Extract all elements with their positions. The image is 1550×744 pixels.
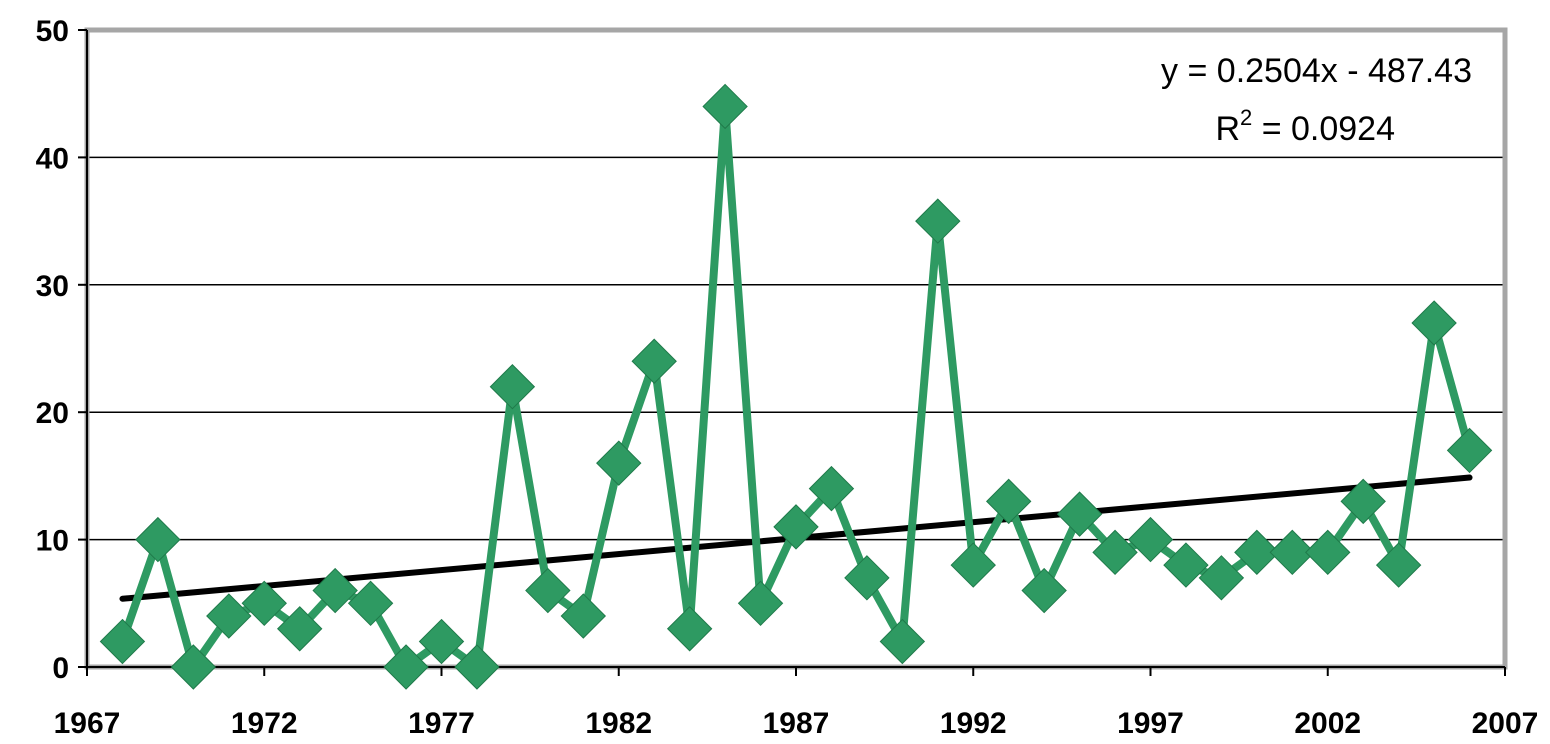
y-tick-label: 50 xyxy=(36,15,69,48)
data-point-marker xyxy=(312,567,358,614)
y-tick-label: 40 xyxy=(36,142,69,175)
data-point-marker xyxy=(1092,529,1138,576)
x-tick-label: 1992 xyxy=(940,707,1007,740)
axes xyxy=(78,29,1506,676)
data-point-marker xyxy=(985,478,1032,525)
data-point-marker xyxy=(99,618,146,665)
data-point-marker xyxy=(737,580,784,627)
data-point-marker xyxy=(206,593,252,639)
data-point-marker xyxy=(879,618,926,665)
data-point-marker xyxy=(596,440,642,486)
x-tick-label: 1987 xyxy=(763,707,830,740)
data-point-marker xyxy=(525,567,571,614)
data-point-marker xyxy=(383,644,429,690)
y-tick-label: 20 xyxy=(36,397,69,430)
r2-exponent: 2 xyxy=(1240,105,1252,130)
x-tick-label: 2002 xyxy=(1294,707,1361,740)
data-point-marker xyxy=(1305,529,1351,576)
r2-suffix: = 0.0924 xyxy=(1252,110,1395,148)
r2-prefix: R xyxy=(1215,110,1240,148)
data-point-marker xyxy=(844,555,890,601)
data-point-marker xyxy=(1375,542,1422,588)
data-point-marker xyxy=(489,364,536,410)
series-group xyxy=(99,83,1493,690)
trendline-equation: y = 0.2504x - 487.43 xyxy=(1161,52,1472,90)
data-point-marker xyxy=(276,606,323,652)
data-point-marker xyxy=(135,516,181,563)
data-point-marker xyxy=(702,83,748,130)
data-point-marker xyxy=(418,618,465,665)
data-point-marker xyxy=(1411,300,1457,346)
x-tick-label: 1972 xyxy=(231,707,298,740)
data-point-marker xyxy=(1269,529,1316,576)
gridlines xyxy=(87,156,1505,541)
data-point-marker xyxy=(915,198,961,244)
data-point-marker xyxy=(1127,516,1174,563)
trendline-equation-annotation: y = 0.2504x - 487.43 R2 = 0.0924 xyxy=(1161,52,1472,148)
data-point-marker xyxy=(1021,567,1067,614)
data-point-marker xyxy=(1056,491,1103,537)
x-tick-label: 1977 xyxy=(408,707,475,740)
y-tick-label: 30 xyxy=(36,270,69,303)
data-point-marker xyxy=(808,465,855,512)
x-tick-label: 1982 xyxy=(585,707,652,740)
data-point-marker xyxy=(347,580,394,627)
data-point-marker xyxy=(1340,478,1386,525)
y-tick-label: 0 xyxy=(52,652,69,685)
x-tick-label: 2007 xyxy=(1472,707,1539,740)
data-point-marker xyxy=(170,644,217,690)
data-point-marker xyxy=(1163,542,1209,588)
tick-labels: 0 10 20 30 40 50 1967 1972 1977 1982 1987 1992 1997 2… xyxy=(36,15,1539,740)
data-point-marker xyxy=(666,606,713,652)
data-point-marker xyxy=(1234,529,1280,576)
data-point-marker xyxy=(560,593,607,639)
data-point-marker xyxy=(950,542,996,588)
x-tick-label: 1997 xyxy=(1117,707,1184,740)
data-point-marker xyxy=(1198,555,1245,601)
data-point-marker xyxy=(1446,427,1493,474)
data-point-marker xyxy=(454,644,500,690)
x-tick-label: 1967 xyxy=(54,707,121,740)
y-tick-label: 10 xyxy=(36,525,69,558)
data-point-marker xyxy=(631,338,677,384)
trendline-r-squared: R2 = 0.0924 xyxy=(1215,105,1395,148)
data-point-marker xyxy=(773,504,819,550)
data-point-marker xyxy=(241,580,287,627)
